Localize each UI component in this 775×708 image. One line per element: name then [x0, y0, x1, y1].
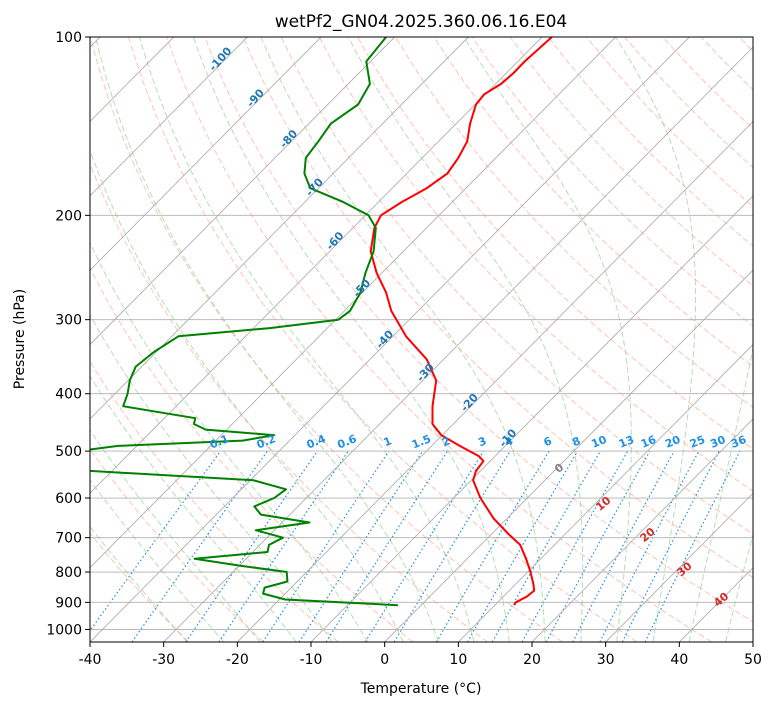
- moist-adiabat-line: [260, 37, 546, 642]
- moist-adiabat-line: [347, 37, 584, 642]
- dry-adiabat-line: [357, 37, 753, 450]
- mixing-ratio-lines: [90, 450, 741, 642]
- mixing-ratio-line: [545, 450, 651, 642]
- isotherm-line: [458, 343, 753, 642]
- profile-series: [90, 37, 553, 607]
- mixing-ratio-label: 10: [590, 433, 609, 451]
- x-tick-label: -30: [152, 652, 175, 668]
- isotherm-line: [531, 418, 753, 642]
- y-axis: 100 200 300 400 500 600 700 800 900 1000: [46, 30, 90, 638]
- moist-adiabat-line: [95, 37, 439, 642]
- y-tick-label: 200: [55, 208, 82, 224]
- mixing-ratio-label: 30: [708, 433, 727, 451]
- x-tick-label: -10: [300, 652, 323, 668]
- y-tick-label: 700: [55, 531, 82, 547]
- dry-adiabat-line: [318, 37, 753, 492]
- isotherm-line: [90, 37, 469, 420]
- x-tick-label: 10: [449, 652, 467, 668]
- y-tick-label: 600: [55, 491, 82, 507]
- moist-adiabat-line: [139, 37, 475, 642]
- dry-adiabat-line: [242, 37, 753, 579]
- x-tick-label: 0: [380, 652, 389, 668]
- moist-adiabat-line: [688, 345, 753, 642]
- dry-adiabat-line: [128, 37, 638, 642]
- x-axis: -40 -30 -20 -10 0 10 20 30 40 50: [79, 642, 762, 668]
- mixing-ratio-label: 20: [663, 433, 682, 451]
- x-tick-label: 50: [744, 652, 762, 668]
- moist-adiabat-line: [615, 37, 697, 642]
- mixing-ratio-line: [572, 450, 675, 642]
- x-tick-label: -40: [79, 652, 102, 668]
- x-tick-label: 20: [523, 652, 541, 668]
- moist-adiabat-line: [90, 374, 297, 642]
- mixing-ratio-line: [90, 450, 222, 632]
- x-axis-title: Temperature (°C): [360, 681, 482, 697]
- moist-adiabat-line: [90, 241, 369, 642]
- dry-adiabat-line: [90, 448, 264, 642]
- mixing-ratio-line: [262, 450, 390, 642]
- y-tick-label: 500: [55, 444, 82, 460]
- isotherm-line: [384, 269, 753, 642]
- dry-adiabats: [90, 37, 753, 642]
- mixing-ratio-line: [325, 450, 448, 642]
- plot-frame: [89, 36, 754, 643]
- y-axis-title: Pressure (hPa): [12, 289, 28, 389]
- mixing-ratio-line: [185, 450, 318, 642]
- mixing-ratio-label: 2: [440, 434, 452, 449]
- mixing-ratio-line: [298, 450, 424, 642]
- mixing-ratio-label: 36: [729, 433, 748, 451]
- plot-area: [90, 37, 753, 642]
- dry-adiabat-line: [166, 37, 712, 642]
- dry-adiabat-line: [471, 37, 753, 327]
- dry-adiabat-line: [90, 162, 488, 642]
- dry-adiabat-line: [90, 532, 190, 642]
- isotherm-line: [90, 37, 396, 346]
- isotherm-line: [605, 492, 753, 642]
- dry-adiabat-line: [204, 37, 753, 623]
- x-tick-label: -20: [226, 652, 249, 668]
- mixing-ratio-line: [521, 450, 629, 642]
- isotherm-line: [90, 37, 322, 271]
- mixing-ratio-label: 16: [639, 433, 658, 451]
- mixing-ratio-line: [218, 450, 349, 642]
- isotherm-line: [90, 37, 248, 197]
- chart-title: wetPf2_GN04.2025.360.06.16.E04: [275, 12, 567, 32]
- pressure-gridlines: [90, 37, 753, 630]
- mixing-ratio-label: 3: [476, 434, 488, 449]
- mixing-ratio-label: 8: [570, 434, 582, 449]
- y-tick-label: 300: [55, 313, 82, 329]
- x-tick-label: 30: [597, 652, 615, 668]
- mixing-ratio-label: 1: [382, 434, 394, 449]
- dry-adiabat-line: [395, 37, 753, 408]
- isotherm-line: [237, 120, 753, 642]
- temperature-line: [369, 37, 553, 606]
- moist-adiabat-line: [90, 479, 225, 642]
- mixing-ratio-line: [621, 450, 720, 642]
- mixing-ratio-line: [644, 450, 741, 642]
- dry-adiabat-line: [509, 37, 753, 287]
- mixing-ratio-label: 25: [688, 433, 707, 451]
- x-tick-label: 40: [670, 652, 688, 668]
- y-tick-label: 100: [55, 30, 82, 46]
- y-tick-label: 800: [55, 565, 82, 581]
- isotherm-line: [163, 46, 753, 642]
- dewpoint-line: [90, 37, 398, 607]
- dry-adiabat-line: [90, 37, 563, 642]
- isotherm-line: [90, 37, 617, 569]
- y-tick-label: 900: [55, 595, 82, 611]
- mixing-ratio-line: [393, 450, 511, 642]
- y-tick-label: 400: [55, 387, 82, 403]
- moist-adiabat-line: [90, 429, 261, 642]
- moist-adiabat-line: [90, 149, 404, 642]
- y-tick-label: 1000: [46, 622, 82, 638]
- isotherm-line: [90, 37, 690, 642]
- isotherm-line: [90, 37, 543, 494]
- mixing-ratio-line: [364, 450, 485, 642]
- isotherms: [90, 37, 753, 642]
- mixing-ratio-label: 13: [617, 433, 636, 451]
- moist-adiabat-line: [90, 525, 188, 642]
- isotherm-line: [310, 195, 753, 642]
